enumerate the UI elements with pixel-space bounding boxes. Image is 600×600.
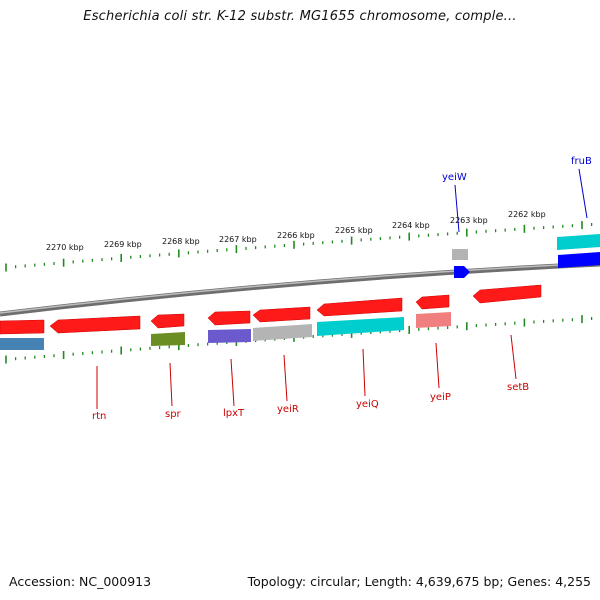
scale-labels: 2270 kbp 2269 kbp 2268 kbp 2267 kbp 2266… [46,210,546,252]
fruB-teal-feature[interactable] [557,234,600,250]
silver-feature[interactable] [253,324,312,341]
gene-label-setB[interactable]: setB [507,382,529,393]
gene-label-fruB[interactable]: fruB [571,156,592,167]
scale-label: 2264 kbp [392,221,430,230]
yeiP-feature[interactable] [415,294,450,310]
gene-label-yeiQ[interactable]: yeiQ [356,399,379,410]
setB-feature[interactable] [472,284,542,304]
scale-label: 2266 kbp [277,231,315,240]
yeiW-gray-feature[interactable] [452,249,468,260]
spr-feature[interactable] [150,313,185,329]
yeiQ-feature[interactable] [316,297,403,317]
label-leaders [96,168,588,409]
gene-label-yeiW[interactable]: yeiW [442,172,467,183]
rtn-feature[interactable] [49,315,141,334]
chromosome-backbone [0,261,600,317]
scale-label: 2267 kbp [219,235,257,244]
reverse-strand-features [0,284,542,350]
yeiW-feature[interactable] [454,266,470,278]
genome-stats-text: Topology: circular; Length: 4,639,675 bp… [247,574,591,589]
gene-label-spr[interactable]: spr [165,409,182,420]
scale-label: 2270 kbp [46,243,84,252]
map-title: Escherichia coli str. K-12 substr. MG165… [83,9,517,24]
gene-label-lpxT[interactable]: lpxT [223,408,245,419]
teal-feature[interactable] [317,317,404,336]
gene-labels: yeiW fruB rtn spr lpxT yeiR yeiQ yeiP se… [92,156,592,422]
scale-label: 2262 kbp [508,210,546,219]
steelblue-feature[interactable] [0,338,44,350]
chromosome-backbone-highlight [0,262,600,314]
accession-text: Accession: NC_000913 [9,574,152,589]
olive-feature[interactable] [151,332,185,346]
scale-label: 2268 kbp [162,237,200,246]
scale-label: 2269 kbp [104,240,142,249]
gene-label-yeiP[interactable]: yeiP [430,392,451,403]
scale-ticks-top [5,221,593,272]
salmon-feature[interactable] [416,312,451,328]
scale-label: 2265 kbp [335,226,373,235]
gene-label-rtn[interactable]: rtn [92,411,106,422]
fruB-feature[interactable] [558,252,600,268]
forward-strand-features [452,234,600,278]
lpxT-feature[interactable] [207,310,251,326]
scale-label: 2263 kbp [450,216,488,225]
rtn-left-feature[interactable] [0,319,45,335]
slateblue-feature[interactable] [208,329,251,343]
gene-label-yeiR[interactable]: yeiR [277,404,299,415]
yeiR-feature[interactable] [252,306,311,323]
